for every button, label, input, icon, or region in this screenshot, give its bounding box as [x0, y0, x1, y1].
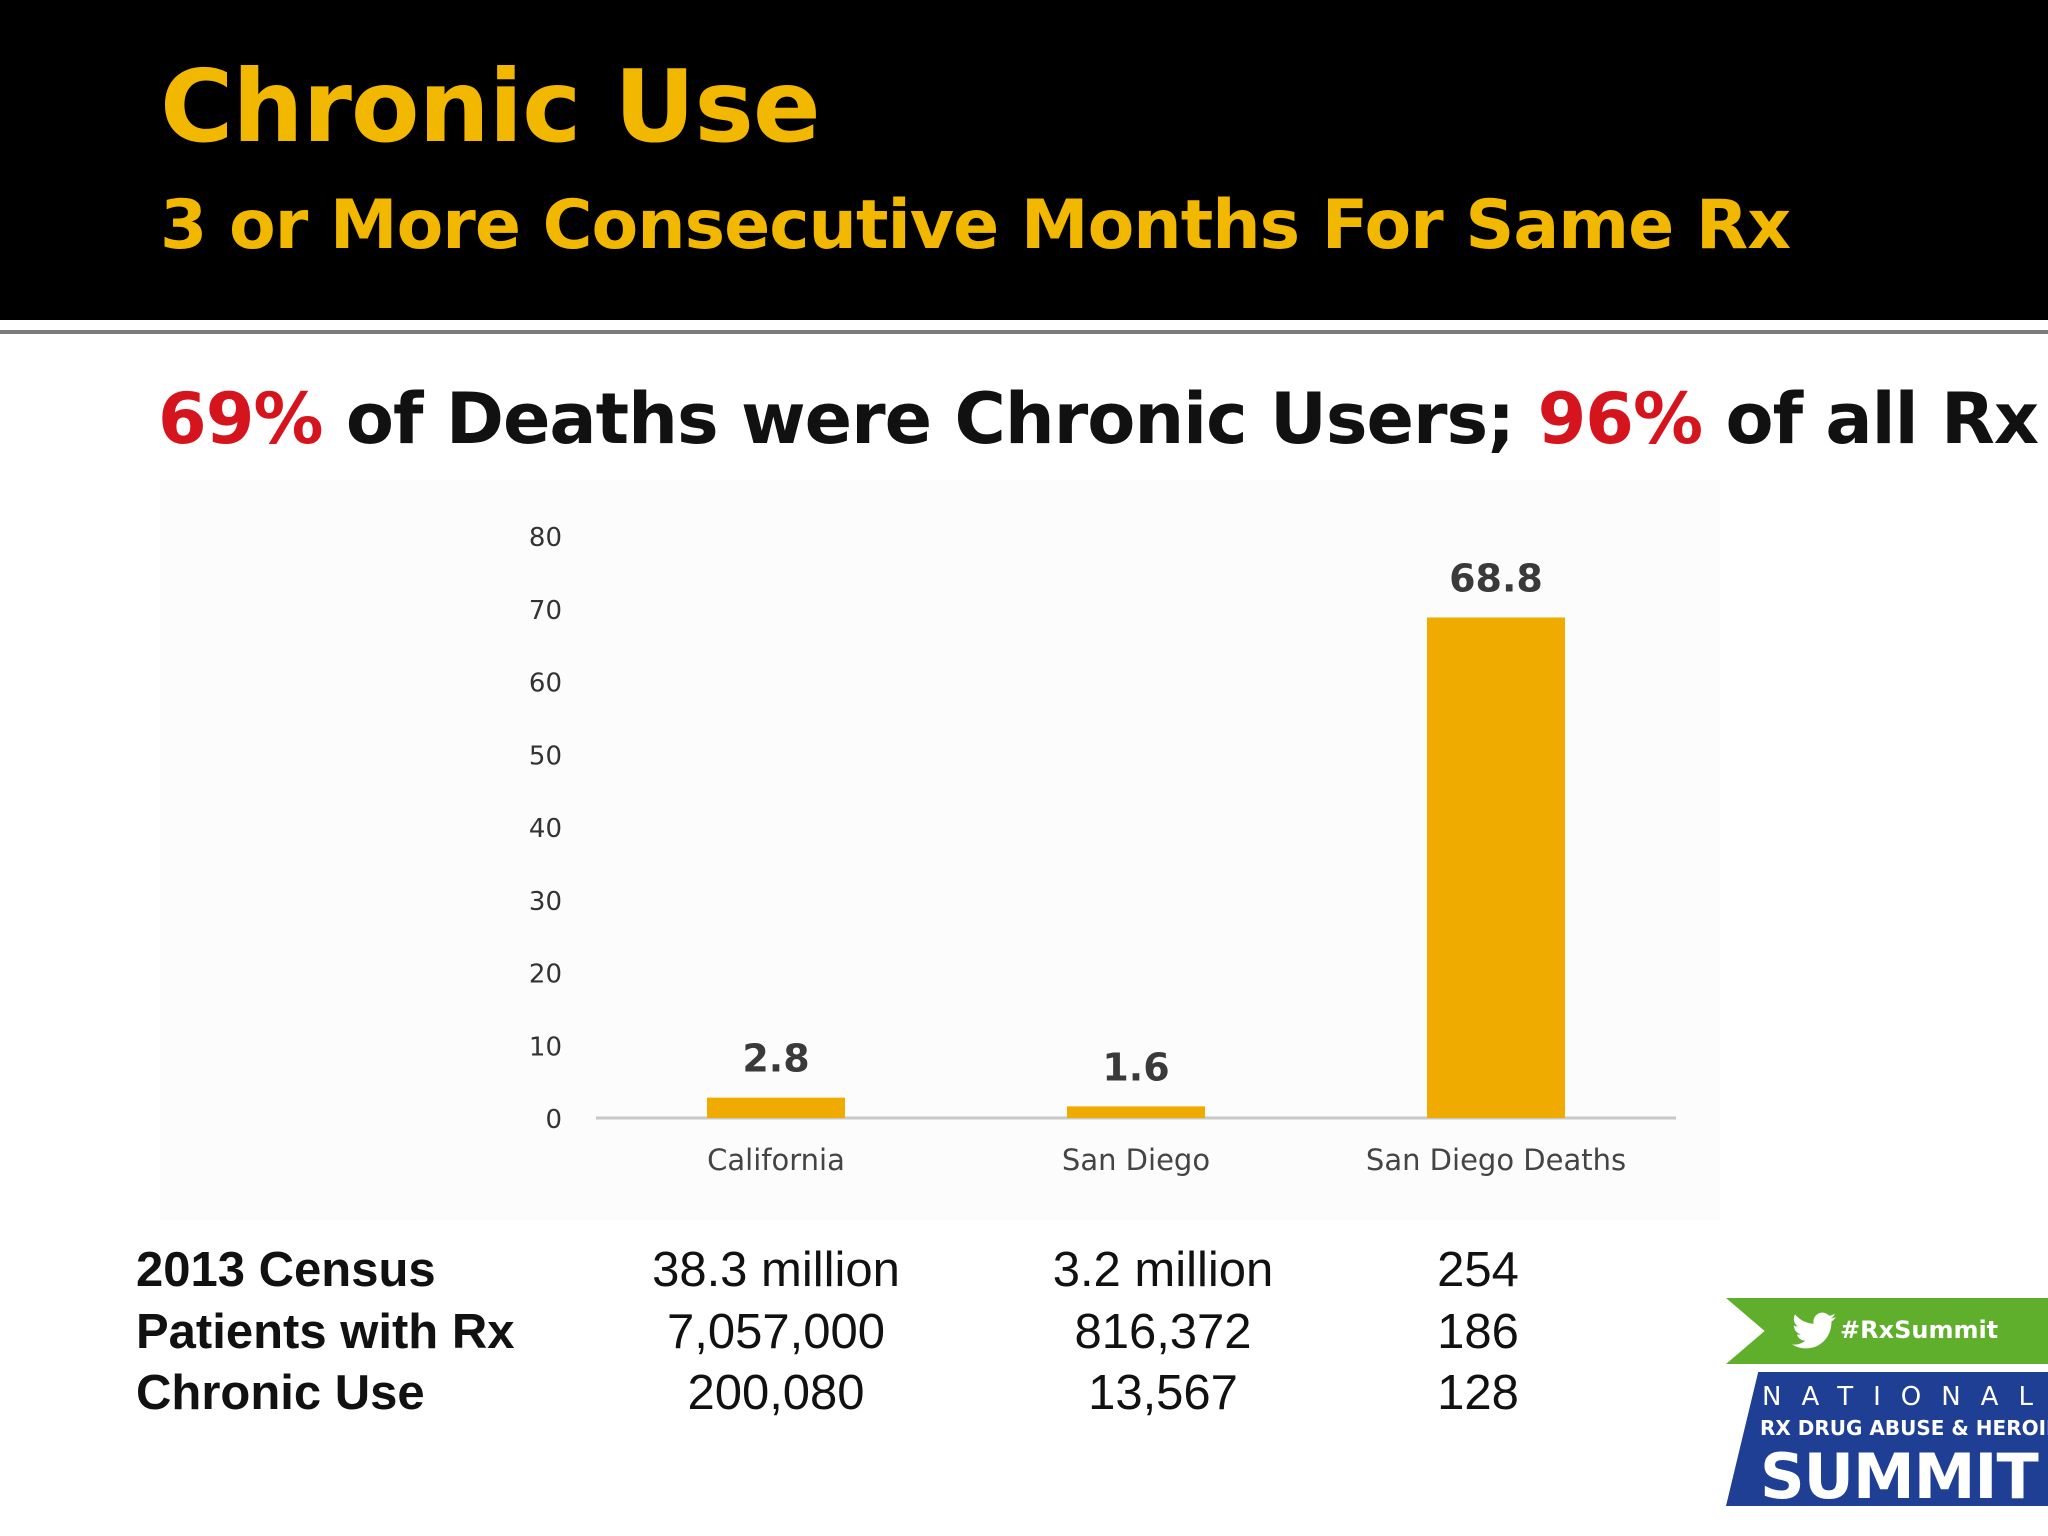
- table-cell: 816,372: [1074, 1305, 1252, 1359]
- y-tick-label: 70: [529, 596, 562, 626]
- bar-chart: 0 10 20 30 40 50 60 70 80 2.8 California 1.6 San Die…: [529, 523, 1676, 1177]
- y-tick-label: 60: [529, 669, 562, 699]
- table-cell: 128: [1437, 1366, 1519, 1420]
- slide-subtitle: 3 or More Consecutive Months For Same Rx: [160, 186, 1791, 265]
- summit-national: NATIONAL: [1762, 1382, 2048, 1412]
- table-row-label: 2013 Census: [136, 1243, 436, 1297]
- data-label: 2.8: [742, 1037, 809, 1081]
- headline-text-1: of Deaths were Chronic Users;: [322, 378, 1538, 460]
- twitter-bird-icon: [1792, 1312, 1836, 1349]
- y-tick-label: 30: [529, 887, 562, 917]
- bar: [1427, 617, 1565, 1118]
- table-cell: 254: [1437, 1243, 1519, 1297]
- table-row-label: Patients with Rx: [136, 1305, 515, 1359]
- hashtag-text: #RxSummit: [1840, 1316, 1999, 1344]
- slide-title: Chronic Use: [160, 48, 821, 165]
- bar: [1067, 1106, 1205, 1118]
- table-cell: 13,567: [1088, 1366, 1238, 1420]
- summit-box: NATIONAL RX DRUG ABUSE & HEROIN SUMMIT: [1726, 1372, 2048, 1506]
- y-tick-label: 10: [529, 1032, 562, 1062]
- category-label: California: [707, 1143, 845, 1177]
- table-cell: 186: [1437, 1305, 1519, 1359]
- y-tick-label: 80: [529, 523, 562, 553]
- summit-subtitle: RX DRUG ABUSE & HEROIN: [1760, 1416, 2048, 1440]
- chart-area: 0 10 20 30 40 50 60 70 80 2.8 California 1.6 San Die…: [160, 480, 1720, 1220]
- table-cell: 38.3 million: [652, 1243, 900, 1297]
- data-label: 68.8: [1449, 556, 1543, 600]
- bar: [707, 1097, 845, 1118]
- y-tick-label: 0: [545, 1105, 562, 1135]
- table-cell: 3.2 million: [1052, 1243, 1274, 1297]
- headline-percent-rx: 96%: [1537, 378, 1704, 460]
- y-tick-label: 20: [529, 960, 562, 990]
- headline-percent-deaths: 69%: [158, 378, 324, 460]
- table-cell: 200,080: [687, 1366, 865, 1420]
- y-tick-label: 40: [529, 814, 562, 844]
- slide-header: Chronic Use 3 or More Consecutive Months…: [0, 0, 2048, 320]
- hashtag-banner: #RxSummit: [1726, 1298, 2048, 1364]
- category-label: San Diego Deaths: [1366, 1143, 1626, 1177]
- header-divider: [0, 330, 2048, 334]
- y-tick-label: 50: [529, 741, 562, 771]
- headline-text-2: of all Rx: [1702, 378, 2039, 460]
- summit-badge: #RxSummit NATIONAL RX DRUG ABUSE & HEROI…: [1726, 1298, 2048, 1506]
- table-cell: 7,057,000: [667, 1305, 885, 1359]
- category-label: San Diego: [1062, 1143, 1210, 1177]
- table-row-label: Chronic Use: [136, 1366, 425, 1420]
- data-label: 1.6: [1102, 1045, 1169, 1089]
- summit-name: SUMMIT: [1760, 1440, 2039, 1513]
- headline: 69% of Deaths were Chronic Users; 96% of…: [158, 378, 2039, 460]
